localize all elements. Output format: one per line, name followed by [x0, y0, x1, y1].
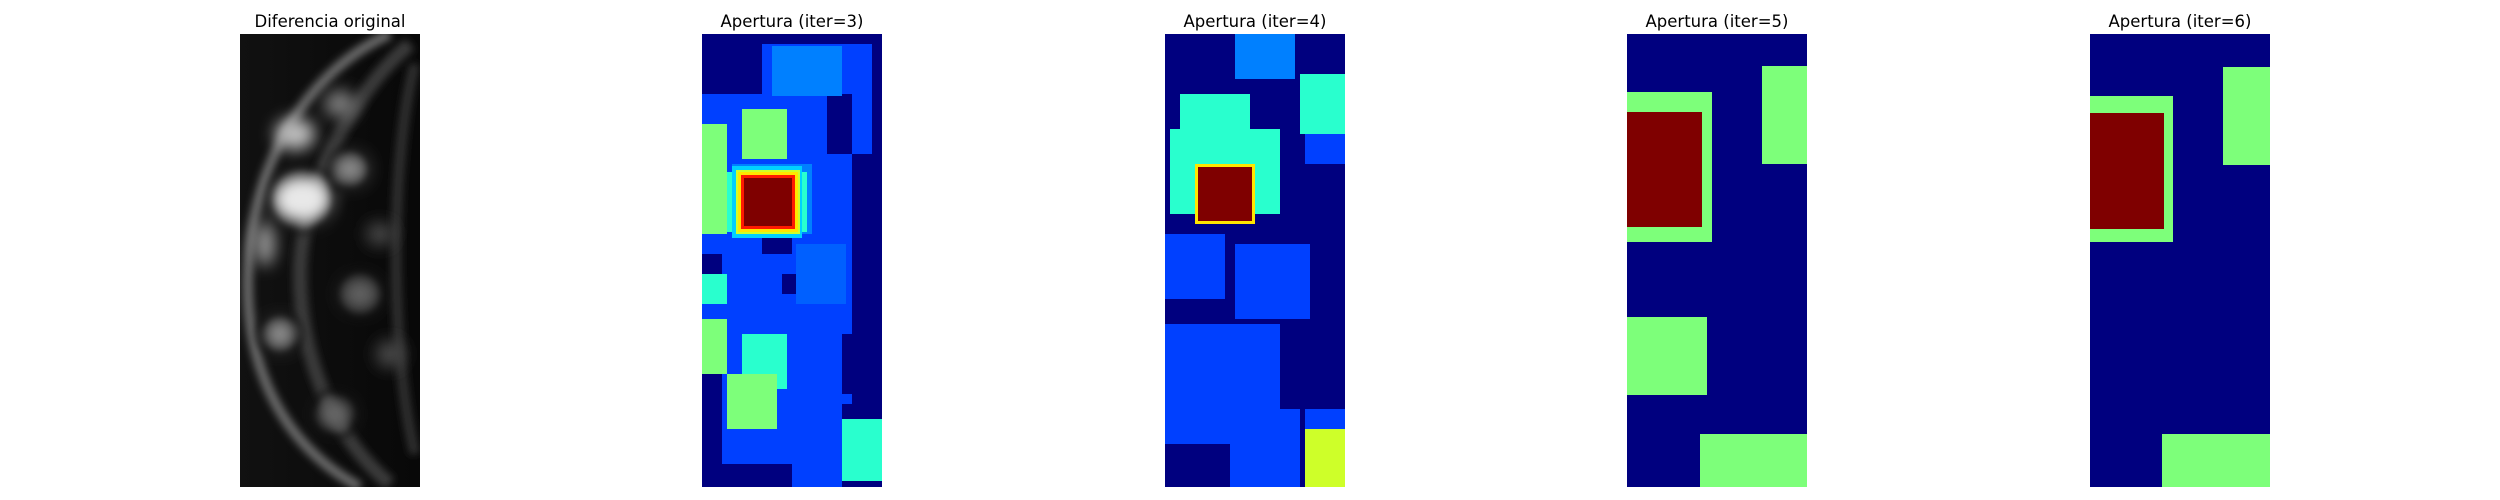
panel-title: Apertura (iter=6) — [2108, 12, 2252, 31]
opening-iter-4-image — [1165, 34, 1345, 487]
panel-title: Apertura (iter=5) — [1645, 12, 1789, 31]
panel-title: Apertura (iter=4) — [1183, 12, 1327, 31]
opening-iter-3-image — [702, 34, 882, 487]
panel-title: Apertura (iter=3) — [720, 12, 864, 31]
opening-iter-6-image — [2090, 34, 2270, 487]
grayscale-difference-image — [240, 34, 420, 487]
opening-iter-5-image — [1627, 34, 1807, 487]
panel-title: Diferencia original — [254, 12, 406, 31]
